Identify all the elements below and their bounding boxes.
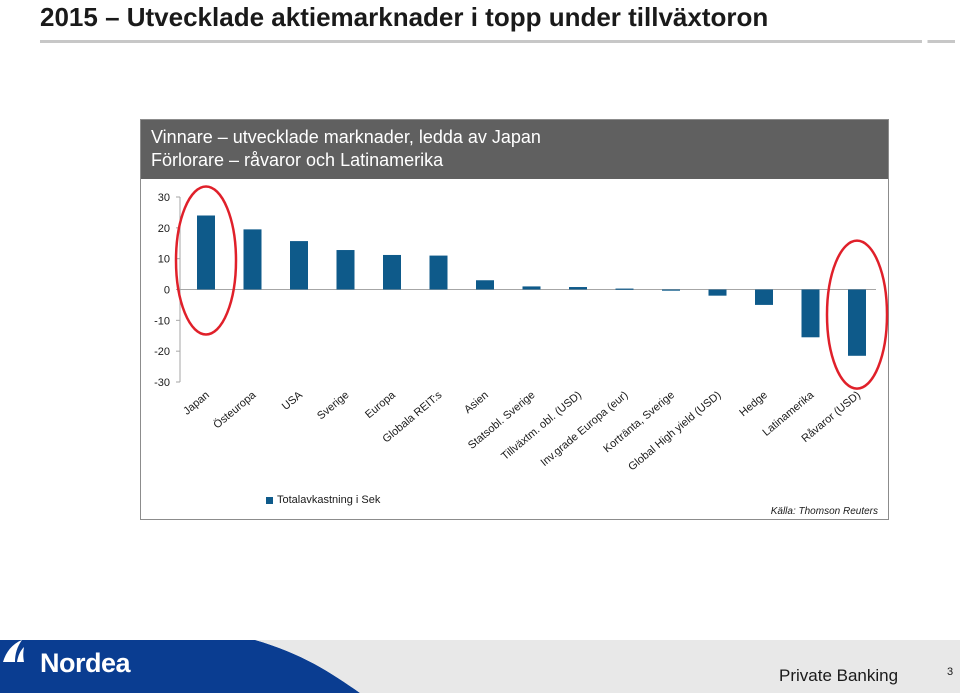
y-tick-label: -30 (154, 377, 170, 389)
panel-header: Vinnare – utvecklade marknader, ledda av… (141, 120, 888, 179)
bar-5 (429, 255, 448, 290)
category-label: Tillväxtm. obl. (USD) (499, 389, 584, 463)
highlight-ellipse (825, 239, 889, 390)
bar-0 (197, 215, 215, 290)
category-label: Östeuropa (211, 389, 259, 432)
category-label: Europa (363, 389, 399, 422)
bar-13 (801, 289, 820, 338)
bar-14 (848, 289, 866, 356)
y-tick-label: 20 (158, 223, 170, 235)
y-tick-label: -20 (154, 346, 170, 358)
category-label: Asien (462, 389, 491, 416)
category-label: Sverige (315, 389, 351, 422)
private-banking-label: Private Banking (779, 666, 899, 685)
bar-7 (522, 286, 541, 290)
header-winners-text: Vinnare – utvecklade marknader, ledda av… (151, 127, 541, 147)
highlight-ellipse (174, 185, 238, 336)
legend-swatch (266, 496, 273, 504)
bar-6 (476, 280, 494, 290)
bar-11 (708, 289, 727, 296)
bar-10 (662, 289, 680, 291)
title-divider (40, 40, 955, 43)
y-tick-label: 10 (158, 254, 170, 266)
category-label: Inv.grade Europa (eur) (539, 389, 631, 469)
nordea-logo: Nordea (40, 648, 131, 678)
page-number: 3 (947, 666, 954, 678)
chart-legend: Totalavkastning i Sek (266, 494, 380, 506)
bar-3 (336, 250, 355, 290)
header-losers-text: Förlorare – råvaror och Latinamerika (151, 150, 444, 170)
bar-2 (290, 241, 308, 290)
bar-1 (243, 229, 262, 290)
bar-12 (755, 289, 773, 305)
nordea-sail-icon (3, 640, 24, 662)
page-title: 2015 – Utvecklade aktiemarknader i topp … (40, 2, 769, 32)
y-tick-label: -10 (154, 315, 170, 327)
legend-label: Totalavkastning i Sek (277, 494, 381, 506)
category-label: Japan (181, 389, 212, 417)
footer-grey-band (248, 638, 960, 693)
category-label: Global High yield (USD) (626, 389, 723, 473)
category-label: Hedge (737, 389, 770, 419)
footer: Nordea Private Banking 3 (0, 638, 960, 693)
bar-chart: 30 20 10 0 -10 -20 -30 Japan Östeuropa USA Sverige… (154, 185, 889, 473)
category-label: USA (280, 389, 306, 413)
bar-9 (615, 288, 634, 290)
y-tick-label: 30 (158, 192, 170, 204)
chart-panel: Vinnare – utvecklade marknader, ledda av… (140, 119, 889, 520)
y-tick-label: 0 (164, 285, 170, 297)
bar-8 (569, 287, 587, 290)
footer-band (0, 638, 960, 693)
footer-brand-band (0, 638, 360, 693)
bar-4 (383, 254, 401, 290)
source-note: Källa: Thomson Reuters (770, 506, 878, 517)
